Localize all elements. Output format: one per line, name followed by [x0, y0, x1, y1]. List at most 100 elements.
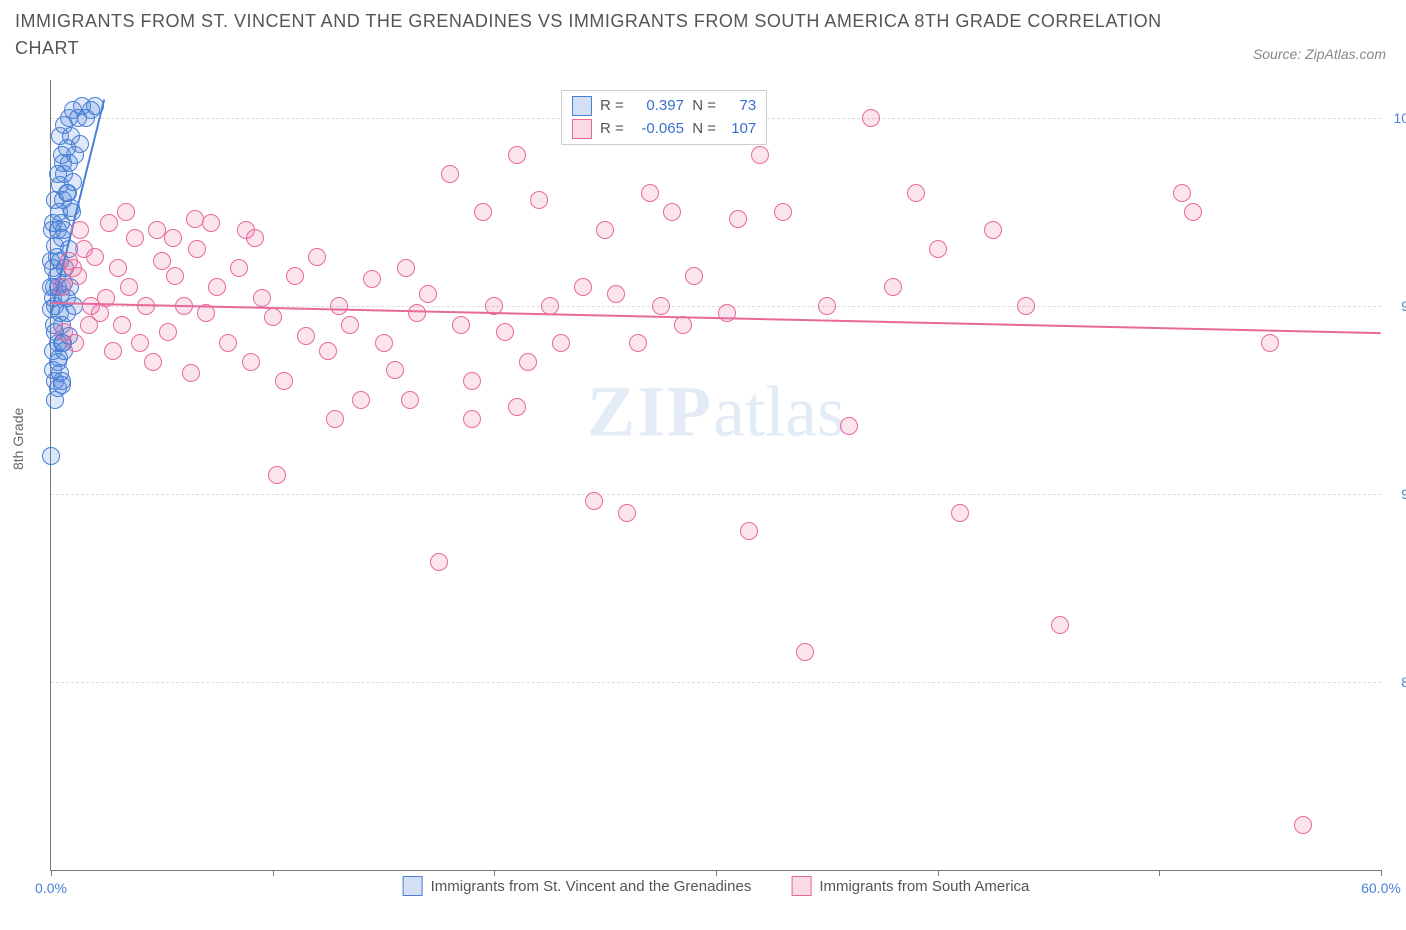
x-tick — [1381, 870, 1382, 876]
y-tick-label: 100.0% — [1386, 110, 1406, 126]
bottom-legend: Immigrants from St. Vincent and the Gren… — [403, 876, 1030, 896]
data-point — [319, 342, 337, 360]
legend-item-1: Immigrants from St. Vincent and the Gren… — [403, 876, 752, 896]
data-point — [718, 304, 736, 322]
data-point — [126, 229, 144, 247]
data-point — [641, 184, 659, 202]
data-point — [230, 259, 248, 277]
data-point — [818, 297, 836, 315]
watermark-atlas: atlas — [713, 371, 845, 451]
data-point — [264, 308, 282, 326]
data-point — [297, 327, 315, 345]
data-point — [729, 210, 747, 228]
data-point — [42, 252, 60, 270]
data-point — [166, 267, 184, 285]
data-point — [441, 165, 459, 183]
data-point — [246, 229, 264, 247]
title-bar: IMMIGRANTS FROM ST. VINCENT AND THE GREN… — [0, 0, 1406, 62]
data-point — [144, 353, 162, 371]
data-point — [275, 372, 293, 390]
data-point — [159, 323, 177, 341]
data-point — [751, 146, 769, 164]
x-tick-label: 60.0% — [1361, 880, 1401, 896]
y-tick-label: 85.0% — [1386, 674, 1406, 690]
data-point — [474, 203, 492, 221]
data-point — [574, 278, 592, 296]
data-point — [629, 334, 647, 352]
data-point — [541, 297, 559, 315]
data-point — [607, 285, 625, 303]
data-point — [308, 248, 326, 266]
legend-item-2: Immigrants from South America — [791, 876, 1029, 896]
data-point — [907, 184, 925, 202]
stats-text: R = 0.397 N = 73 — [600, 95, 756, 118]
data-point — [929, 240, 947, 258]
data-point — [58, 304, 76, 322]
data-point — [46, 191, 64, 209]
source-label: Source: ZipAtlas.com — [1253, 46, 1386, 62]
data-point — [253, 289, 271, 307]
data-point — [430, 553, 448, 571]
legend-label-2: Immigrants from South America — [819, 878, 1029, 895]
data-point — [341, 316, 359, 334]
data-point — [51, 127, 69, 145]
data-point — [862, 109, 880, 127]
data-point — [71, 135, 89, 153]
data-point — [104, 342, 122, 360]
data-point — [182, 364, 200, 382]
data-point — [117, 203, 135, 221]
data-point — [66, 334, 84, 352]
data-point — [401, 391, 419, 409]
data-point — [352, 391, 370, 409]
data-point — [1051, 616, 1069, 634]
x-tick — [51, 870, 52, 876]
gridline-h — [51, 682, 1381, 683]
data-point — [71, 221, 89, 239]
data-point — [740, 522, 758, 540]
data-point — [663, 203, 681, 221]
data-point — [208, 278, 226, 296]
data-point — [1261, 334, 1279, 352]
data-point — [326, 410, 344, 428]
watermark: ZIPatlas — [587, 370, 845, 453]
data-point — [43, 221, 61, 239]
chart-title: IMMIGRANTS FROM ST. VINCENT AND THE GREN… — [15, 8, 1165, 62]
stats-legend-row: R = 0.397 N = 73 — [572, 95, 756, 118]
chart-container: 8th Grade ZIPatlas Immigrants from St. V… — [15, 70, 1395, 900]
data-point — [219, 334, 237, 352]
data-point — [1294, 816, 1312, 834]
data-point — [148, 221, 166, 239]
stats-swatch — [572, 119, 592, 139]
watermark-zip: ZIP — [587, 371, 713, 451]
data-point — [375, 334, 393, 352]
x-tick — [1159, 870, 1160, 876]
data-point — [840, 417, 858, 435]
data-point — [363, 270, 381, 288]
data-point — [42, 447, 60, 465]
legend-label-1: Immigrants from St. Vincent and the Gren… — [431, 878, 752, 895]
data-point — [1173, 184, 1191, 202]
stats-swatch — [572, 96, 592, 116]
data-point — [242, 353, 260, 371]
x-tick-label: 0.0% — [35, 880, 67, 896]
plot-area: ZIPatlas Immigrants from St. Vincent and… — [50, 80, 1381, 871]
data-point — [268, 466, 286, 484]
data-point — [109, 259, 127, 277]
data-point — [618, 504, 636, 522]
data-point — [796, 643, 814, 661]
data-point — [496, 323, 514, 341]
data-point — [508, 398, 526, 416]
data-point — [408, 304, 426, 322]
data-point — [80, 316, 98, 334]
data-point — [50, 349, 68, 367]
data-point — [419, 285, 437, 303]
data-point — [153, 252, 171, 270]
data-point — [552, 334, 570, 352]
data-point — [685, 267, 703, 285]
data-point — [463, 372, 481, 390]
data-point — [463, 410, 481, 428]
data-point — [508, 146, 526, 164]
data-point — [53, 278, 71, 296]
data-point — [120, 278, 138, 296]
stats-legend: R = 0.397 N = 73R = -0.065 N = 107 — [561, 90, 767, 145]
